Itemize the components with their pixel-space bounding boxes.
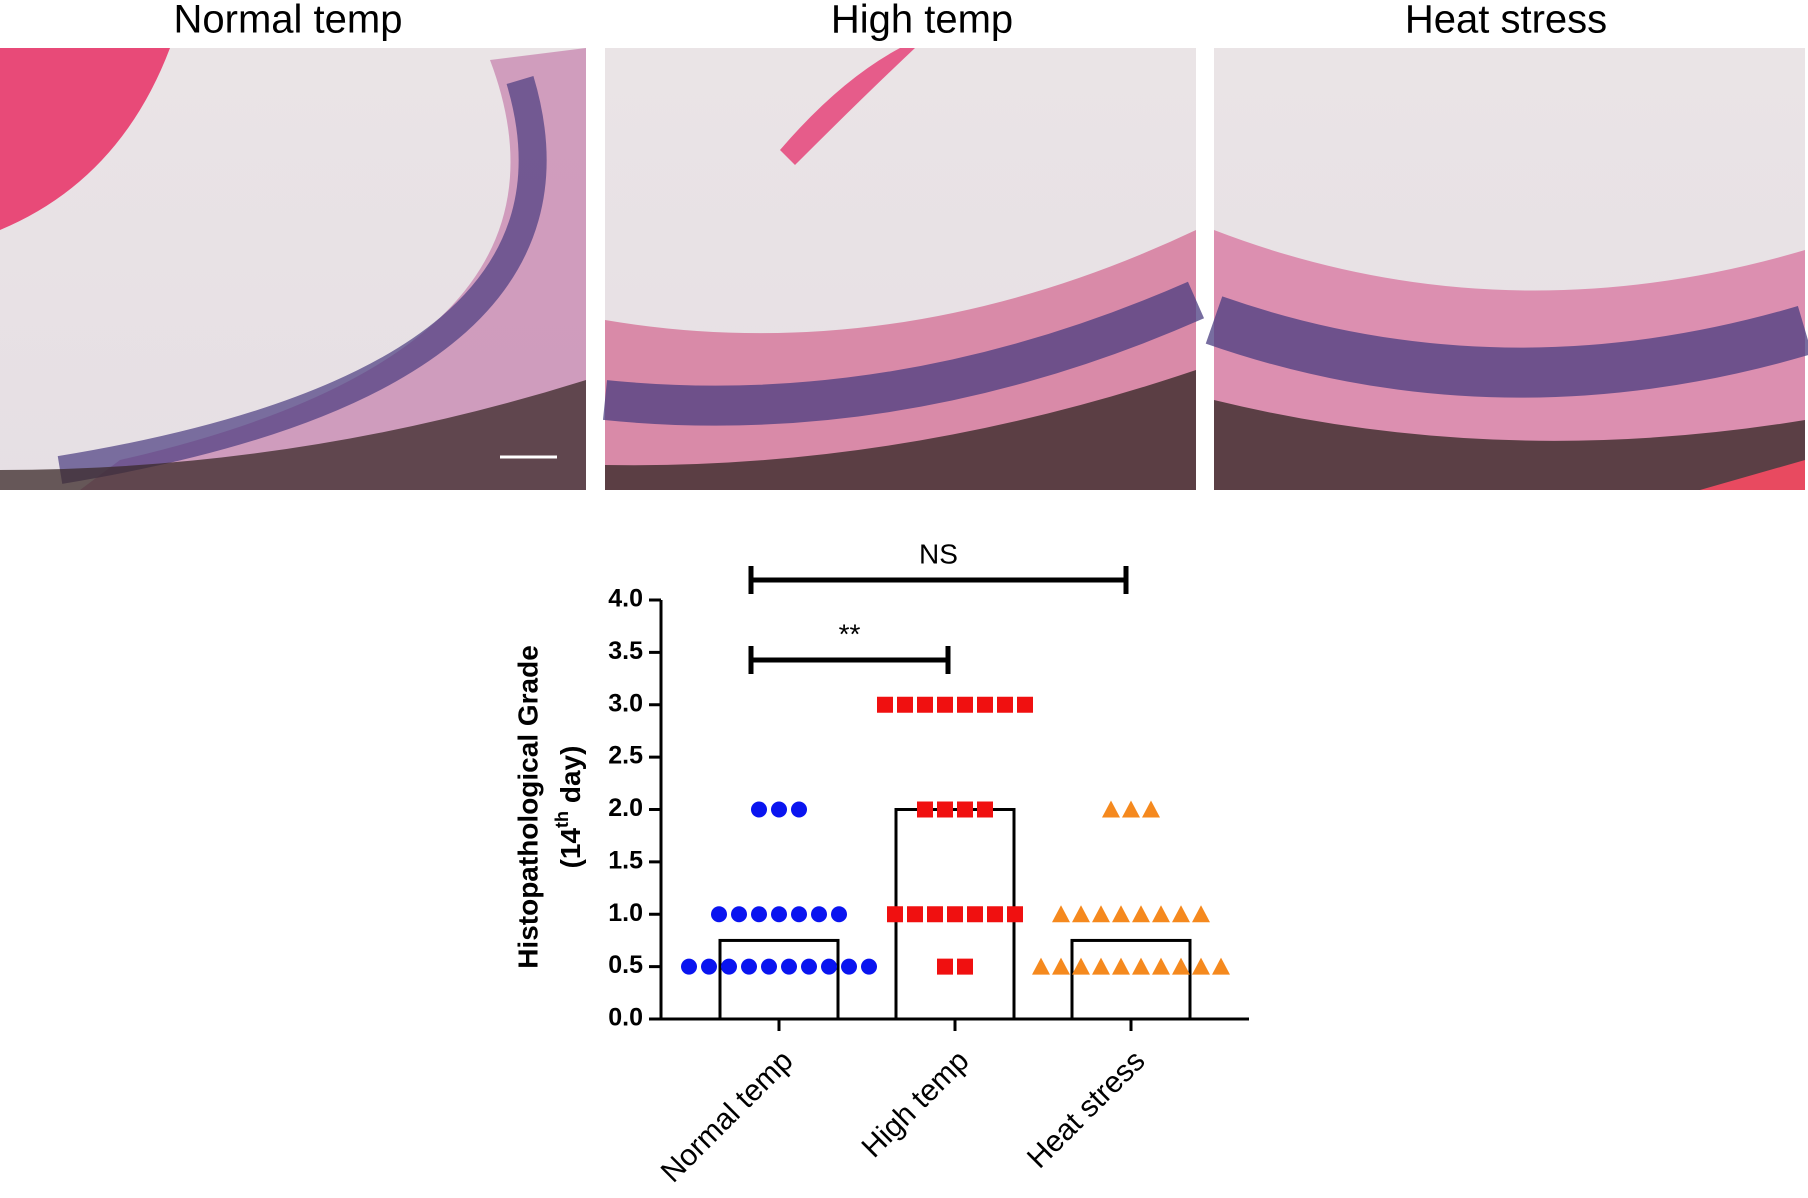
data-point (1192, 905, 1210, 923)
panel-title: Heat stress (1405, 0, 1607, 42)
data-point (761, 958, 777, 975)
data-point (947, 906, 963, 923)
y-tick-label: 3.0 (608, 689, 643, 717)
data-point (711, 906, 727, 923)
data-point (1102, 800, 1120, 818)
significance-label: ** (839, 618, 861, 649)
y-tick-label: 1.5 (608, 846, 643, 874)
data-point (917, 696, 933, 713)
data-point (751, 906, 767, 923)
data-point (821, 958, 837, 975)
data-point (1052, 957, 1070, 975)
micrograph (1205, 48, 1808, 490)
y-tick-label: 2.5 (608, 742, 643, 770)
data-point (1017, 696, 1033, 713)
data-point (801, 958, 817, 975)
data-point (771, 801, 787, 818)
data-point (1132, 905, 1150, 923)
data-point (1072, 905, 1090, 923)
y-axis-label-part: day) (555, 746, 586, 811)
data-point (771, 906, 787, 923)
data-point (1152, 957, 1170, 975)
data-point (1072, 957, 1090, 975)
data-point (1172, 957, 1190, 975)
bar (1070, 938, 1192, 1021)
data-point (1092, 905, 1110, 923)
data-point (1112, 905, 1130, 923)
data-point (841, 958, 857, 975)
data-point (791, 801, 807, 818)
x-tick-label: Normal temp (655, 1044, 800, 1189)
y-axis-label: (14th day) (552, 746, 587, 869)
y-tick-label: 4.0 (608, 585, 643, 613)
data-point (1142, 800, 1160, 818)
data-point (811, 906, 827, 923)
bar (718, 938, 840, 1021)
y-tick-label: 2.0 (608, 794, 643, 822)
data-point (927, 906, 943, 923)
panel-title: High temp (831, 0, 1013, 42)
data-point (1052, 905, 1070, 923)
data-point (701, 958, 717, 975)
data-point (957, 801, 973, 818)
x-tick-label: High temp (856, 1044, 976, 1164)
data-point (977, 696, 993, 713)
y-tick-label: 3.5 (608, 637, 643, 665)
data-point (907, 906, 923, 923)
micrograph (602, 48, 1205, 490)
data-point (977, 801, 993, 818)
data-point (1172, 905, 1190, 923)
data-point (1132, 957, 1150, 975)
data-point (957, 696, 973, 713)
data-point (861, 958, 877, 975)
data-point (1152, 905, 1170, 923)
data-point (887, 906, 903, 923)
y-tick-label: 0.0 (608, 1004, 643, 1032)
data-point (791, 906, 807, 923)
data-point (967, 906, 983, 923)
panel-title: Normal temp (174, 0, 403, 42)
data-point (897, 696, 913, 713)
data-point (877, 696, 893, 713)
y-tick-label: 1.0 (608, 899, 643, 927)
data-point (1122, 800, 1140, 818)
y-axis-label-part: (14 (555, 828, 586, 869)
data-point (997, 696, 1013, 713)
data-point (937, 958, 953, 975)
data-point (937, 801, 953, 818)
data-point (1007, 906, 1023, 923)
data-point (1212, 957, 1230, 975)
data-point (957, 958, 973, 975)
data-point (721, 958, 737, 975)
data-point (781, 958, 797, 975)
data-point (681, 958, 697, 975)
y-axis-label-superscript: th (552, 811, 572, 828)
significance-label: NS (919, 538, 958, 569)
y-axis-label: Histopathological Grade (512, 645, 543, 969)
data-point (731, 906, 747, 923)
data-point (987, 906, 1003, 923)
data-point (1032, 957, 1050, 975)
micrograph (0, 48, 586, 490)
data-point (1192, 957, 1210, 975)
x-tick-label: Heat stress (1021, 1044, 1152, 1175)
data-point (917, 801, 933, 818)
data-point (741, 958, 757, 975)
data-point (751, 801, 767, 818)
data-point (937, 696, 953, 713)
data-point (831, 906, 847, 923)
y-tick-label: 0.5 (608, 951, 643, 979)
data-point (1092, 957, 1110, 975)
data-point (1112, 957, 1130, 975)
